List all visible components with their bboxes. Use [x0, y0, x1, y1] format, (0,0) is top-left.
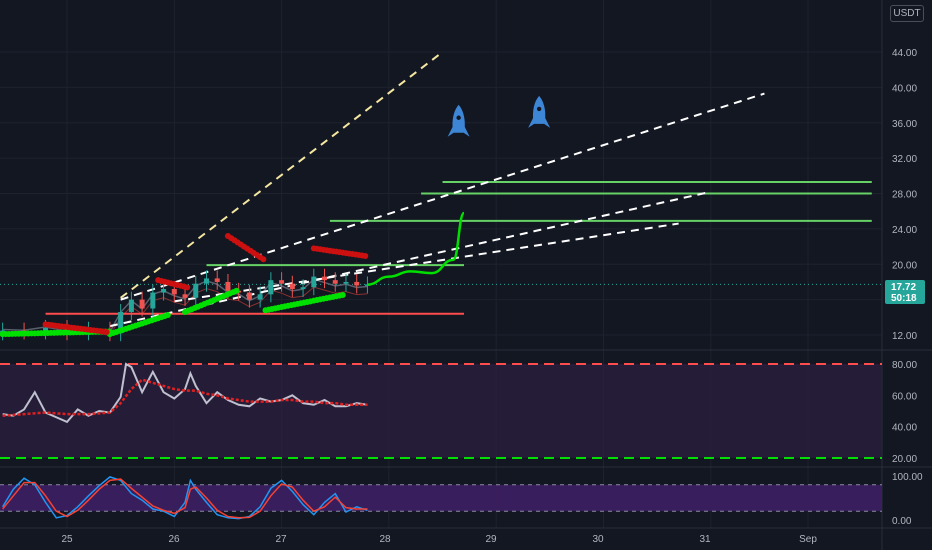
rocket-window [456, 115, 461, 120]
rocket-icon [528, 95, 551, 128]
rsi-tick-label: 80.00 [892, 360, 917, 371]
candle-body [43, 327, 49, 332]
rocket-fin [544, 115, 551, 128]
price-tick-label: 40.00 [892, 83, 917, 94]
time-tick-label: 29 [485, 534, 497, 545]
candle-body [246, 292, 252, 300]
price-pane[interactable] [0, 51, 882, 342]
candle-body [268, 280, 274, 295]
price-tick-label: 20.00 [892, 260, 917, 271]
candle-body [193, 283, 199, 298]
time-tick-label: Sep [799, 534, 817, 545]
candle-body [322, 276, 328, 281]
bearish-marker [260, 256, 267, 263]
price-badge-bg [885, 280, 925, 304]
time-tick-label: 28 [379, 534, 391, 545]
candle-body [203, 278, 209, 284]
rocket-fin [463, 124, 470, 137]
candle-body [161, 289, 167, 293]
candle-body [182, 294, 188, 298]
candle-body [289, 283, 295, 290]
stochastic-pane[interactable] [1, 476, 368, 520]
price-tick-label: 28.00 [892, 190, 917, 201]
stoch-tick-label: 0.00 [892, 516, 912, 527]
candle-body [300, 287, 306, 290]
rocket-fin [447, 124, 454, 137]
candle-body [214, 278, 220, 282]
candle-body [225, 281, 231, 291]
price-badge: 17.72 50:18 [885, 280, 925, 304]
time-tick-label: 31 [699, 534, 711, 545]
candle-body [139, 299, 145, 309]
candle-body [150, 292, 156, 309]
stoch-tick-label: 100.00 [892, 472, 923, 483]
rsi-ma-line [2, 378, 368, 417]
indicator-bands [0, 363, 882, 512]
price-tick-label: 32.00 [892, 154, 917, 165]
bearish-marker [362, 252, 369, 259]
stoch-d-line [2, 478, 368, 519]
fan-trend-line[interactable] [120, 92, 765, 301]
time-tick-label: 25 [61, 534, 73, 545]
currency-selector[interactable]: USDT [890, 5, 924, 22]
candle-body [171, 289, 177, 295]
candle-body [279, 280, 285, 284]
fan-trend-line[interactable] [174, 222, 679, 303]
candle-body [354, 281, 360, 286]
rocket-fin [528, 115, 535, 128]
candle-body [118, 312, 124, 334]
time-tick-label: 26 [168, 534, 180, 545]
price-tick-label: 24.00 [892, 225, 917, 236]
bearish-marker [184, 284, 191, 291]
bullish-marker [233, 287, 240, 294]
price-tick-label: 12.00 [892, 331, 917, 342]
time-axis: 25 26 27 28 29 30 31 Sep [61, 534, 817, 545]
rsi-line [2, 362, 368, 424]
bearish-marker [103, 328, 110, 335]
candle-body [343, 281, 349, 284]
projection-curve[interactable] [367, 211, 466, 286]
candle-countdown-label: 50:18 [891, 293, 917, 304]
rsi-band [0, 364, 882, 458]
current-price-label: 17.72 [891, 282, 916, 293]
rocket-icon [447, 104, 470, 137]
rocket-window [536, 106, 542, 112]
rsi-pane[interactable] [2, 362, 368, 424]
fan-trend-line[interactable] [120, 51, 444, 299]
stoch-band [0, 484, 882, 512]
rsi-tick-label: 60.00 [892, 391, 917, 402]
time-tick-label: 27 [275, 534, 287, 545]
time-tick-label: 30 [592, 534, 604, 545]
candle-body [311, 276, 317, 288]
rsi-tick-label: 40.00 [892, 423, 917, 434]
bullish-marker [339, 291, 346, 298]
bullish-marker [164, 312, 171, 319]
price-tick-label: 36.00 [892, 119, 917, 130]
price-tick-label: 44.00 [892, 48, 917, 59]
rsi-tick-label: 20.00 [892, 454, 917, 465]
candle-body [128, 299, 134, 313]
candle-body [332, 280, 338, 284]
candle-body [257, 294, 263, 300]
